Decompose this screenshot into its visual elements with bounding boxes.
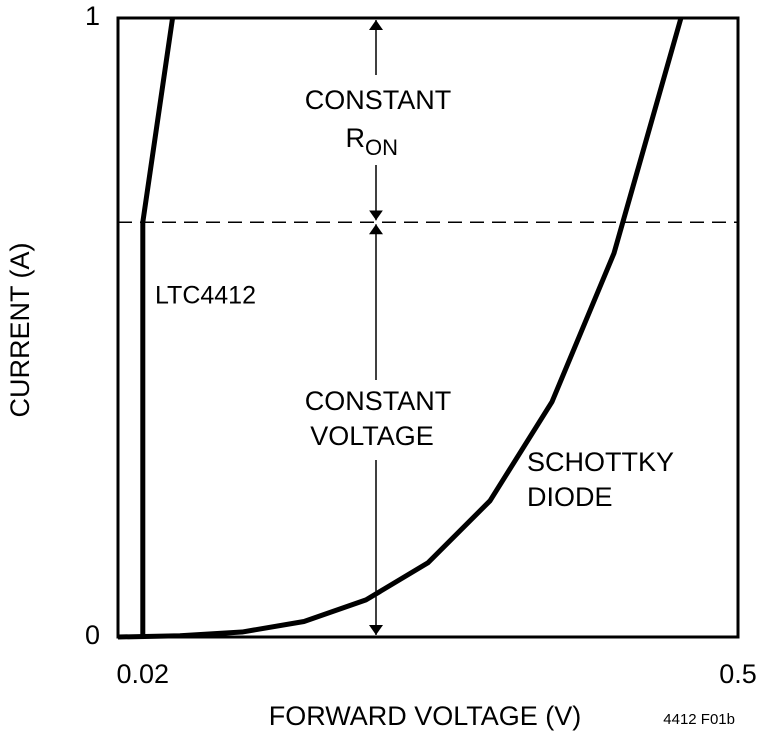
- annotation: ON: [365, 135, 398, 160]
- series-line: [117, 17, 684, 640]
- y-axis-title: CURRENT (A): [5, 243, 35, 418]
- annotation: DIODE: [527, 482, 613, 512]
- annotation: CONSTANT: [305, 85, 452, 115]
- annotation: R: [346, 123, 366, 153]
- plot-frame: [116, 16, 740, 639]
- annotation: 4412 F01b: [663, 711, 735, 728]
- x-axis-title: FORWARD VOLTAGE (V): [269, 701, 582, 731]
- annotation: VOLTAGE: [310, 421, 434, 451]
- series-line: [140, 17, 176, 637]
- annotation: SCHOTTKY: [527, 447, 674, 477]
- x-tick-label: 0.5: [719, 659, 757, 689]
- y-tick-label: 1: [85, 1, 100, 31]
- x-tick-label: 0.02: [117, 659, 170, 689]
- annotation: LTC4412: [155, 282, 256, 310]
- y-tick-label: 0: [85, 620, 100, 650]
- annotation: CONSTANT: [305, 386, 452, 416]
